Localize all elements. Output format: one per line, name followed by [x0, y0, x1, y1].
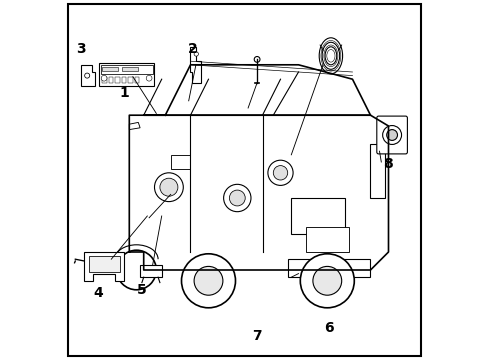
- Circle shape: [194, 52, 198, 56]
- Circle shape: [273, 166, 287, 180]
- Circle shape: [146, 75, 152, 81]
- Bar: [128, 77, 133, 83]
- Bar: [305, 227, 348, 252]
- Polygon shape: [190, 47, 201, 83]
- Circle shape: [267, 160, 292, 185]
- Ellipse shape: [319, 38, 342, 74]
- Circle shape: [181, 254, 235, 308]
- Text: 1: 1: [119, 86, 128, 100]
- Circle shape: [101, 75, 107, 81]
- Circle shape: [382, 126, 401, 144]
- Bar: [102, 67, 118, 71]
- Circle shape: [160, 178, 178, 196]
- Text: 6: 6: [324, 321, 333, 334]
- Polygon shape: [84, 252, 123, 281]
- Circle shape: [223, 184, 250, 212]
- Circle shape: [300, 254, 354, 308]
- Text: 5: 5: [137, 283, 146, 297]
- Ellipse shape: [322, 42, 339, 69]
- Bar: [99, 63, 154, 86]
- Polygon shape: [129, 122, 140, 130]
- Bar: [291, 198, 345, 234]
- Circle shape: [194, 266, 223, 295]
- Circle shape: [312, 266, 341, 295]
- Bar: [122, 67, 138, 71]
- Text: 8: 8: [383, 157, 392, 171]
- Bar: [108, 77, 113, 83]
- Bar: [115, 77, 120, 83]
- Text: 7: 7: [252, 329, 262, 342]
- Polygon shape: [81, 65, 95, 86]
- Bar: [89, 256, 120, 272]
- Bar: [170, 155, 190, 169]
- Bar: [370, 144, 384, 198]
- Circle shape: [84, 73, 89, 78]
- Bar: [134, 77, 139, 83]
- Bar: [122, 77, 126, 83]
- Text: 3: 3: [76, 42, 85, 55]
- Circle shape: [386, 130, 397, 140]
- Circle shape: [254, 57, 260, 62]
- Text: 2: 2: [187, 42, 197, 55]
- Text: 4: 4: [94, 287, 103, 300]
- Bar: [140, 265, 162, 277]
- Ellipse shape: [325, 47, 336, 65]
- Circle shape: [154, 173, 183, 202]
- Circle shape: [229, 190, 244, 206]
- Circle shape: [117, 250, 156, 290]
- Bar: [287, 259, 370, 277]
- FancyBboxPatch shape: [376, 116, 407, 154]
- Bar: [101, 65, 152, 73]
- Bar: [102, 77, 107, 83]
